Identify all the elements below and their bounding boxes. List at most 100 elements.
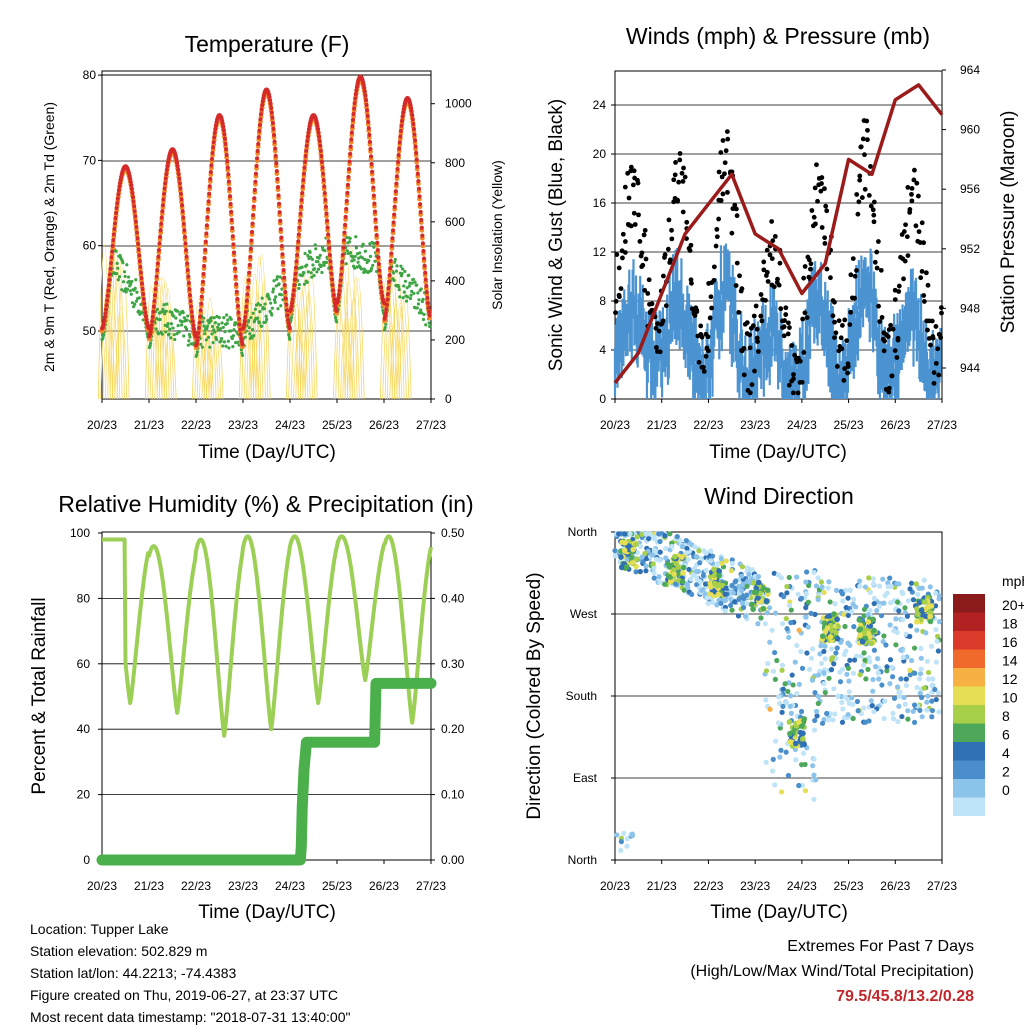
direction-point — [907, 633, 913, 640]
temp2-point — [281, 268, 286, 273]
direction-point — [822, 628, 829, 635]
direction-point — [914, 684, 920, 691]
temp2-point — [253, 179, 258, 184]
winds-ylabel-left: Sonic Wind & Gust (Blue, Black) — [546, 99, 567, 371]
temp2-point — [365, 113, 370, 118]
dewpoint-point — [301, 273, 305, 277]
direction-point — [900, 654, 906, 660]
direction-point — [857, 672, 863, 678]
right-tick-label: 952 — [960, 242, 980, 256]
temp2-point — [130, 195, 136, 200]
temp2-point — [211, 140, 216, 145]
direction-point — [834, 635, 841, 642]
temp2-point — [416, 179, 421, 184]
direction-point — [811, 772, 817, 778]
direction-point — [643, 555, 650, 562]
direction-point — [862, 657, 868, 663]
direction-point — [898, 647, 904, 653]
gust-point — [925, 327, 930, 333]
temp2-point — [129, 183, 134, 188]
direction-point — [796, 627, 802, 633]
direction-point — [929, 682, 935, 689]
dewpoint-point — [240, 351, 244, 355]
temperature-title: Temperature (F) — [185, 31, 350, 57]
direction-point — [652, 548, 658, 554]
direction-point — [887, 622, 893, 628]
dewpoint-point — [263, 320, 268, 324]
dewpoint-point — [175, 309, 180, 313]
x-tick-label: 26/23 — [369, 418, 399, 432]
temp2-point — [375, 247, 380, 253]
direction-point — [764, 591, 771, 597]
x-tick-label: 24/23 — [787, 879, 817, 893]
temp2-point — [351, 111, 356, 117]
dewpoint-point — [199, 342, 203, 346]
temp2-point — [223, 141, 228, 146]
gust-point — [862, 152, 867, 158]
gust-point — [614, 252, 620, 257]
temp2-point — [164, 167, 169, 173]
gust-point — [859, 195, 865, 200]
direction-point — [663, 545, 669, 552]
direction-point — [729, 582, 735, 589]
temp2-point — [227, 194, 233, 199]
temp2-point — [291, 288, 296, 293]
dewpoint-point — [231, 334, 236, 338]
direction-point — [822, 656, 828, 662]
gust-point — [892, 348, 898, 353]
gust-point — [933, 324, 939, 329]
dewpoint-point — [247, 326, 251, 330]
direction-point — [653, 556, 660, 562]
temp2-point — [108, 260, 114, 266]
temp2-point — [139, 281, 145, 286]
temp2-point — [385, 291, 391, 297]
direction-point — [657, 538, 663, 545]
gust-point — [938, 305, 944, 311]
gust-point — [722, 171, 727, 177]
gust-point — [703, 353, 709, 359]
gust-point — [763, 297, 768, 303]
direction-point — [800, 730, 806, 737]
direction-point — [740, 604, 747, 611]
gust-point — [699, 334, 705, 340]
direction-point — [830, 717, 836, 723]
temp2-point — [301, 177, 306, 183]
gust-point — [845, 364, 851, 369]
gust-point — [761, 259, 767, 265]
temp2-point — [350, 123, 355, 129]
direction-point — [921, 685, 927, 691]
direction-point — [902, 701, 908, 707]
direction-point — [672, 553, 678, 560]
right-tick-label: 600 — [445, 215, 465, 229]
direction-point — [627, 531, 633, 537]
dewpoint-point — [175, 332, 179, 336]
dewpoint-point — [218, 327, 223, 331]
solar-arc — [208, 324, 222, 400]
temp2-point — [154, 280, 159, 285]
dewpoint-point — [300, 265, 304, 269]
direction-point — [922, 599, 928, 605]
dewpoint-point — [209, 319, 213, 323]
direction-point — [843, 604, 849, 611]
gust-point — [902, 258, 908, 264]
dewpoint-point — [222, 340, 226, 344]
direction-point — [927, 618, 934, 625]
left-tick-label: 4 — [599, 343, 606, 357]
gust-point — [734, 260, 740, 266]
direction-point — [618, 554, 624, 560]
temp2-point — [291, 292, 296, 298]
direction-point — [671, 571, 677, 577]
direction-point — [903, 676, 909, 682]
left-tick-label: 100 — [70, 526, 90, 540]
temp2-point — [293, 271, 298, 276]
gust-point — [921, 293, 927, 298]
direction-point — [819, 633, 826, 639]
dewpoint-point — [420, 311, 424, 315]
dewpoint-point — [411, 277, 415, 281]
direction-point — [735, 613, 742, 619]
gust-point — [814, 162, 819, 168]
gust-point — [832, 319, 837, 325]
direction-point — [657, 549, 663, 555]
direction-point — [739, 588, 745, 594]
dewpoint-point — [358, 251, 362, 255]
